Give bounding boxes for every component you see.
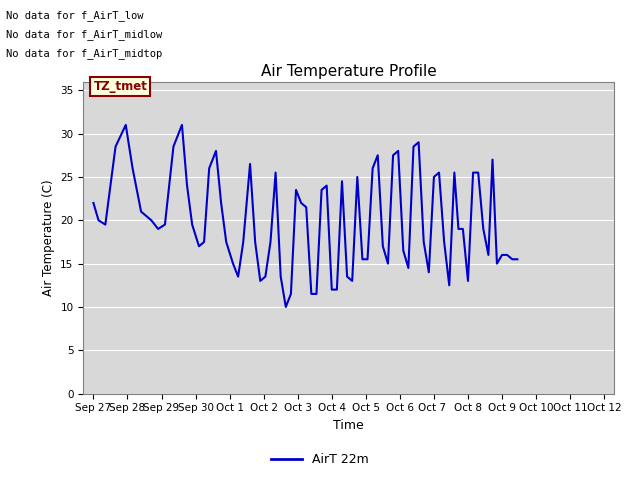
Text: No data for f_AirT_midtop: No data for f_AirT_midtop xyxy=(6,48,163,59)
Text: TZ_tmet: TZ_tmet xyxy=(93,80,147,93)
Text: No data for f_AirT_low: No data for f_AirT_low xyxy=(6,10,144,21)
Text: No data for f_AirT_midlow: No data for f_AirT_midlow xyxy=(6,29,163,40)
Title: Air Temperature Profile: Air Temperature Profile xyxy=(261,64,436,79)
Y-axis label: Air Temperature (C): Air Temperature (C) xyxy=(42,180,54,296)
Legend: AirT 22m: AirT 22m xyxy=(266,448,374,471)
X-axis label: Time: Time xyxy=(333,419,364,432)
